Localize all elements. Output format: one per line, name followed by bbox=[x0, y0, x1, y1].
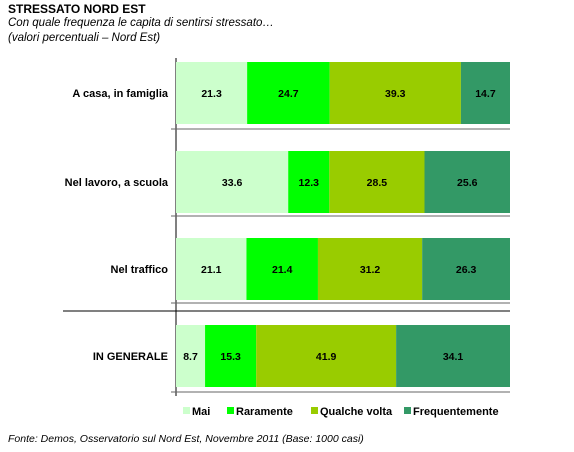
data-label-mai: 33.6 bbox=[222, 177, 243, 189]
data-label-mai: 8.7 bbox=[183, 351, 198, 363]
data-label-qualche-volta: 31.2 bbox=[360, 264, 381, 276]
data-label-qualche-volta: 28.5 bbox=[367, 177, 388, 189]
category-label-a-casa-in-famiglia: A casa, in famiglia bbox=[72, 88, 168, 100]
data-label-frequentemente: 25.6 bbox=[457, 177, 478, 189]
chart-title: STRESSATO NORD EST bbox=[8, 2, 146, 16]
legend-label-raramente: Raramente bbox=[236, 406, 293, 418]
bar-segment-raramente bbox=[205, 325, 257, 387]
category-label-in-generale: IN GENERALE bbox=[93, 351, 168, 363]
legend-label-frequentemente: Frequentemente bbox=[413, 406, 499, 418]
bar-segment-qualche-volta bbox=[329, 151, 425, 213]
data-label-qualche-volta: 41.9 bbox=[316, 351, 337, 363]
bar-segment-raramente bbox=[246, 238, 318, 300]
bar-segment-frequentemente bbox=[422, 238, 510, 300]
bar-segment-mai bbox=[176, 62, 248, 124]
data-label-frequentemente: 14.7 bbox=[475, 88, 496, 100]
data-label-raramente: 12.3 bbox=[299, 177, 320, 189]
legend-label-mai: Mai bbox=[192, 406, 210, 418]
bar-segment-frequentemente bbox=[424, 151, 510, 213]
category-label-nel-traffico: Nel traffico bbox=[111, 264, 169, 276]
bar-segment-qualche-volta bbox=[256, 325, 397, 387]
bar-segment-qualche-volta bbox=[329, 62, 461, 124]
data-label-frequentemente: 34.1 bbox=[443, 351, 464, 363]
category-label-nel-lavoro-a-scuola: Nel lavoro, a scuola bbox=[65, 177, 169, 189]
data-label-raramente: 24.7 bbox=[278, 88, 299, 100]
data-label-raramente: 15.3 bbox=[220, 351, 241, 363]
bar-segment-raramente bbox=[288, 151, 330, 213]
chart-subtitle-note: (valori percentuali – Nord Est) bbox=[8, 32, 161, 44]
legend-label-qualche-volta: Qualche volta bbox=[320, 406, 393, 418]
source-note: Fonte: Demos, Osservatorio sul Nord Est,… bbox=[8, 433, 364, 445]
legend-swatch-raramente bbox=[227, 407, 234, 414]
data-label-frequentemente: 26.3 bbox=[456, 264, 477, 276]
bar-segment-qualche-volta bbox=[317, 238, 423, 300]
bar-segment-frequentemente bbox=[396, 325, 510, 387]
bar-segment-mai bbox=[176, 238, 247, 300]
chart-subtitle: Con quale frequenza le capita di sentirs… bbox=[8, 17, 274, 29]
legend-swatch-frequentemente bbox=[404, 407, 411, 414]
bar-segment-mai bbox=[176, 151, 289, 213]
data-label-mai: 21.1 bbox=[201, 264, 222, 276]
data-label-raramente: 21.4 bbox=[272, 264, 293, 276]
data-label-mai: 21.3 bbox=[201, 88, 222, 100]
bar-segment-raramente bbox=[247, 62, 330, 124]
legend-swatch-qualche-volta bbox=[311, 407, 318, 414]
bar-segment-frequentemente bbox=[460, 62, 510, 124]
legend-swatch-mai bbox=[183, 407, 190, 414]
bar-segment-mai bbox=[176, 325, 206, 387]
data-label-qualche-volta: 39.3 bbox=[385, 88, 406, 100]
